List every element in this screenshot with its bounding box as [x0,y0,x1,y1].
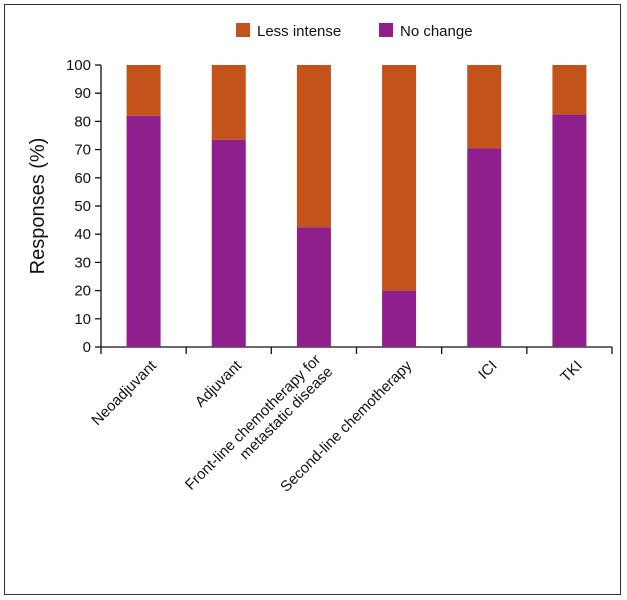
y-tick-label: 100 [66,57,91,74]
bar-segment-no-change [296,227,331,347]
y-tick-label: 40 [74,226,91,243]
legend-label: Less intense [257,23,341,40]
bar-segment-no-change [552,114,587,347]
bar-segment-no-change [467,148,502,347]
bar-segment-less-intense [382,65,417,291]
x-category-label: Adjuvant [192,357,246,411]
legend-swatch [379,23,393,37]
legend: Less intense No change [236,23,473,40]
y-tick-label: 30 [74,254,91,271]
x-category-label: Front-line chemotherapy formetastatic di… [182,351,336,505]
y-tick-label: 50 [74,198,91,215]
bar-segment-no-change [382,290,417,347]
y-tick-label: 90 [74,85,91,102]
bar-segment-less-intense [126,65,161,116]
x-category-label: ICI [475,357,501,383]
y-tick-label: 80 [74,113,91,130]
y-tick-label: 20 [74,283,91,300]
y-axis: 0 10 20 30 40 50 60 70 80 90 100 [66,57,102,356]
x-category-label-line: Neoadjuvant [88,357,160,429]
x-category-label-line: TKI [557,357,586,386]
legend-swatch [236,23,250,37]
bar-segment-less-intense [211,65,246,140]
legend-label: No change [400,23,473,40]
bar-segment-no-change [126,115,161,347]
bars [126,65,587,347]
y-tick-label: 70 [74,142,91,159]
x-category-label: Neoadjuvant [88,357,160,429]
y-tick-label: 10 [74,311,91,328]
y-tick-label: 0 [83,339,91,356]
bar-segment-less-intense [296,65,331,228]
bar-segment-less-intense [467,65,502,149]
x-category-label-line: Adjuvant [192,357,246,411]
bar-segment-no-change [211,139,246,347]
bar-segment-less-intense [552,65,587,115]
y-axis-title: Responses (%) [27,138,49,275]
x-category-label-line: ICI [475,357,501,383]
y-tick-label: 60 [74,170,91,187]
x-category-label: TKI [557,357,586,386]
